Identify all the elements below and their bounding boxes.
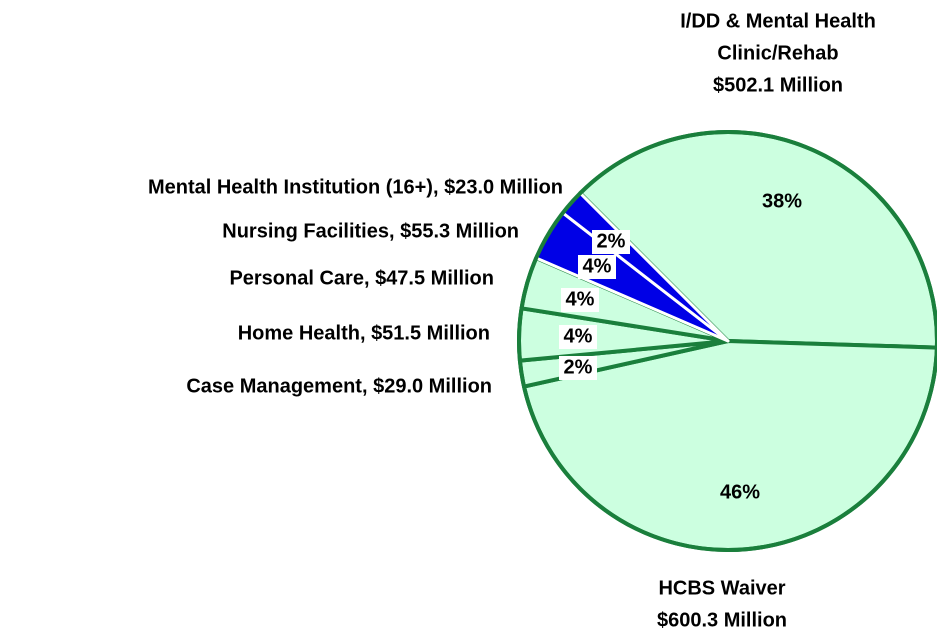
value-label: 38% bbox=[762, 190, 802, 212]
category-label: Personal Care, $47.5 Million bbox=[229, 267, 494, 289]
value-label: 4% bbox=[583, 255, 612, 277]
category-label: Nursing Facilities, $55.3 Million bbox=[222, 220, 519, 242]
label-box bbox=[559, 325, 597, 349]
value-label: 4% bbox=[566, 288, 595, 310]
label-box bbox=[561, 288, 599, 312]
value-label: 2% bbox=[597, 230, 626, 252]
label-box bbox=[559, 356, 597, 380]
label-box bbox=[592, 230, 630, 254]
pie-rim bbox=[517, 130, 937, 552]
label-box bbox=[578, 255, 616, 279]
category-label: Case Management, $29.0 Million bbox=[186, 375, 492, 397]
category-label: HCBS Waiver bbox=[658, 577, 785, 599]
category-label: $600.3 Million bbox=[657, 609, 787, 631]
category-label: $502.1 Million bbox=[713, 74, 843, 96]
category-label: Clinic/Rehab bbox=[717, 42, 838, 64]
category-label: I/DD & Mental Health bbox=[680, 10, 876, 32]
category-label: Home Health, $51.5 Million bbox=[238, 322, 490, 344]
value-label: 46% bbox=[720, 481, 760, 503]
category-label: Mental Health Institution (16+), $23.0 M… bbox=[148, 176, 563, 198]
value-label: 2% bbox=[564, 356, 593, 378]
value-label: 4% bbox=[564, 325, 593, 347]
